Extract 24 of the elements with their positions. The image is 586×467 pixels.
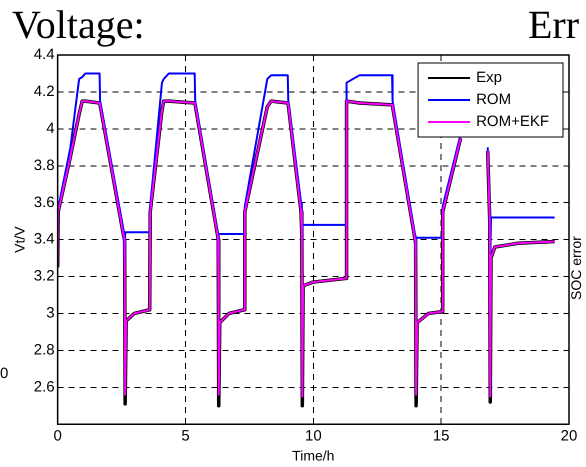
y-axis-title: Vt/V bbox=[11, 226, 28, 253]
y-tick-label: 3 bbox=[46, 304, 55, 322]
x-tick-label: 10 bbox=[304, 427, 322, 444]
y-tick-label: 3.2 bbox=[34, 268, 55, 285]
y-tick-label: 4 bbox=[46, 120, 55, 137]
x-axis-title: Time/h bbox=[292, 447, 334, 464]
x-tick-label: 5 bbox=[181, 427, 190, 444]
x-tick-label: 20 bbox=[560, 427, 578, 444]
y-tick-label: 2.6 bbox=[34, 378, 55, 396]
x-tick-label: 15 bbox=[432, 427, 450, 444]
annotation: SOC error bbox=[568, 236, 584, 300]
legend-label: ROM bbox=[476, 91, 512, 108]
y-tick-label: 4.2 bbox=[34, 83, 55, 100]
text: Err bbox=[528, 2, 580, 48]
y-tick-label: 2.8 bbox=[34, 342, 55, 358]
x-tick-label: 0 bbox=[53, 427, 62, 444]
legend-label: Exp bbox=[476, 69, 502, 86]
y-tick-label: 3.4 bbox=[34, 230, 55, 248]
chart-title: Voltage: bbox=[12, 2, 145, 48]
y-tick-label: 4.4 bbox=[34, 46, 55, 64]
text: 0 bbox=[0, 365, 8, 382]
y-tick-label: 3.8 bbox=[34, 156, 55, 174]
legend-label: ROM+EKF bbox=[476, 113, 550, 130]
y-tick-label: 3.6 bbox=[34, 194, 55, 211]
